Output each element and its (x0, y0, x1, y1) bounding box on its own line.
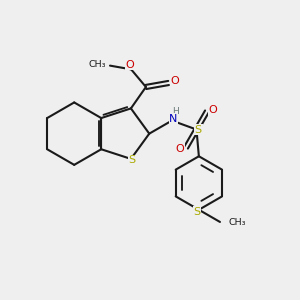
Text: S: S (128, 155, 136, 165)
Text: O: O (208, 105, 217, 115)
Text: N: N (169, 114, 178, 124)
Text: CH₃: CH₃ (89, 60, 106, 69)
Text: O: O (176, 144, 184, 154)
Text: O: O (171, 76, 179, 86)
Text: CH₃: CH₃ (229, 218, 246, 227)
Text: S: S (194, 207, 201, 217)
Text: O: O (125, 60, 134, 70)
Text: H: H (172, 107, 179, 116)
Text: S: S (195, 124, 202, 134)
